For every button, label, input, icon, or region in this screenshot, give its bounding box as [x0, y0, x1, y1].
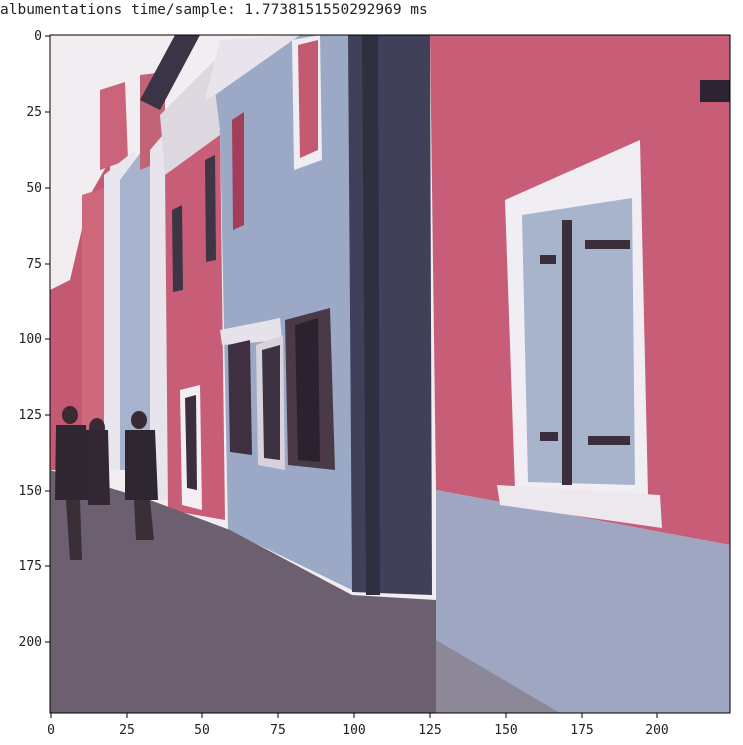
- x-tick-label: 75: [270, 723, 286, 738]
- output-text: albumentations time/sample: 1.7738151550…: [0, 2, 428, 18]
- y-tick-label: 50: [26, 181, 42, 196]
- y-tick-label: 150: [19, 484, 42, 499]
- image-plot: 0 25 50 75 100 125 150 175 200 0 25 50 7…: [0, 24, 743, 741]
- plot-svg: 0 25 50 75 100 125 150 175 200 0 25 50 7…: [19, 29, 731, 738]
- x-axis: 0 25 50 75 100 125 150 175 200: [47, 713, 669, 738]
- y-tick-label: 175: [19, 559, 42, 574]
- axes-frame: [49, 34, 731, 714]
- y-tick-label: 0: [34, 29, 42, 44]
- y-tick-label: 200: [19, 635, 42, 650]
- x-tick-label: 25: [119, 723, 135, 738]
- x-tick-label: 125: [418, 723, 441, 738]
- x-tick-label: 0: [47, 723, 55, 738]
- y-tick-label: 100: [19, 332, 42, 347]
- y-tick-label: 75: [26, 257, 42, 272]
- x-tick-label: 50: [194, 723, 210, 738]
- x-tick-label: 200: [645, 723, 668, 738]
- y-tick-label: 125: [19, 408, 42, 423]
- street-scene-photo: [50, 35, 730, 713]
- x-tick-label: 100: [342, 723, 365, 738]
- y-tick-label: 25: [26, 105, 42, 120]
- y-axis: 0 25 50 75 100 125 150 175 200: [19, 29, 50, 650]
- x-tick-label: 150: [494, 723, 517, 738]
- x-tick-label: 175: [570, 723, 593, 738]
